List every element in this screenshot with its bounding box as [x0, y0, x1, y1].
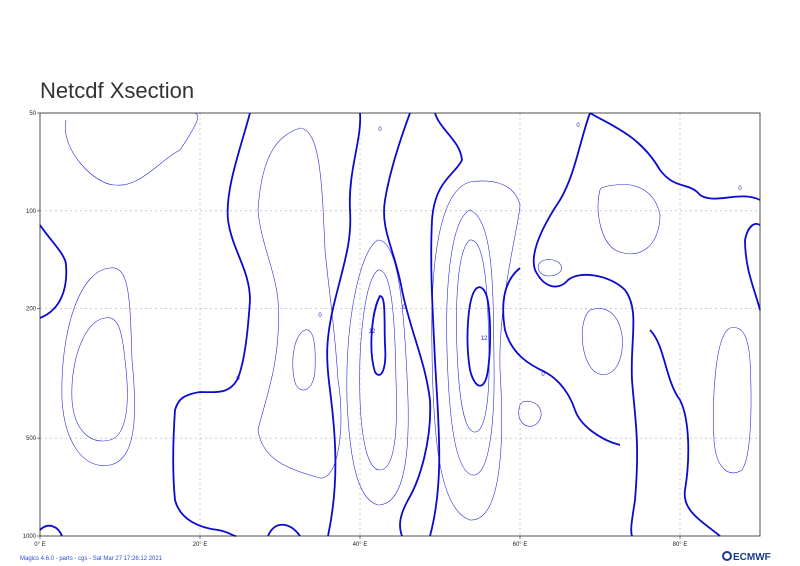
- contour-label: 12: [369, 329, 376, 335]
- contour-label: 0: [318, 313, 322, 319]
- contour-line: [581, 308, 623, 375]
- contour-label: 12: [481, 336, 488, 342]
- contour-line: [359, 269, 397, 471]
- contour-line: [446, 209, 495, 476]
- contour-line: [39, 524, 63, 537]
- y-tick-label: 500: [26, 436, 37, 442]
- contour-line: [346, 239, 409, 506]
- x-tick-label: 20° E: [193, 542, 208, 548]
- logo-icon: [722, 551, 732, 561]
- contour-label: 0: [576, 123, 580, 129]
- x-tick-label: 40° E: [353, 542, 368, 548]
- contour-lines: [39, 112, 761, 537]
- y-tick-label: 1000: [23, 534, 37, 540]
- contour-line: [257, 127, 342, 479]
- contour-line: [744, 223, 761, 311]
- contour-line: [326, 112, 362, 537]
- contour-line: [431, 180, 521, 521]
- contour-line: [518, 400, 542, 427]
- y-tick-label: 100: [26, 209, 37, 215]
- y-axis: 50 100 200 500 1000: [23, 111, 40, 540]
- logo-text: ECMWF: [733, 552, 771, 563]
- contour-label: 0: [236, 376, 240, 382]
- x-tick-label: 60° E: [513, 542, 528, 548]
- contour-line: [172, 112, 251, 537]
- contour-line: [456, 239, 490, 433]
- contour-line: [292, 329, 316, 391]
- x-tick-label: 80° E: [673, 542, 688, 548]
- x-axis: 0° E 20° E 40° E 60° E 80° E: [34, 536, 687, 548]
- contour-label: 0: [378, 127, 382, 133]
- contour-line: [65, 112, 199, 186]
- y-tick-label: 50: [29, 111, 36, 117]
- x-tick-label: 0° E: [34, 542, 45, 548]
- contour-line: [267, 523, 301, 537]
- plot-frame: [39, 112, 761, 537]
- contour-label: 0: [402, 305, 406, 311]
- contour-line: [370, 295, 387, 376]
- contour-line: [466, 286, 492, 387]
- chart-title: Netcdf Xsection: [40, 78, 195, 103]
- contour-line: [39, 224, 68, 319]
- contour-line: [589, 112, 761, 201]
- contour-line: [532, 112, 639, 537]
- contour-label: 0: [738, 186, 742, 192]
- contour-line: [597, 184, 661, 255]
- y-tick-label: 200: [26, 307, 37, 313]
- contour-line: [713, 327, 752, 474]
- contour-line: [429, 112, 463, 537]
- contour-line: [61, 267, 135, 466]
- contour-line: [71, 317, 128, 442]
- ecmwf-logo: ECMWF: [722, 551, 771, 563]
- contour-line: [383, 112, 432, 537]
- contour-labels: 0 0 0 0 0 0 0 12 12: [236, 123, 742, 382]
- grid-lines: [40, 113, 760, 536]
- contour-line: [537, 259, 562, 277]
- contour-line: [502, 267, 621, 446]
- footer-text: Magics 4.6.0 - parts - cgs - Sat Mar 27 …: [20, 556, 163, 562]
- contour-line: [649, 329, 721, 537]
- contour-label: 0: [541, 372, 545, 378]
